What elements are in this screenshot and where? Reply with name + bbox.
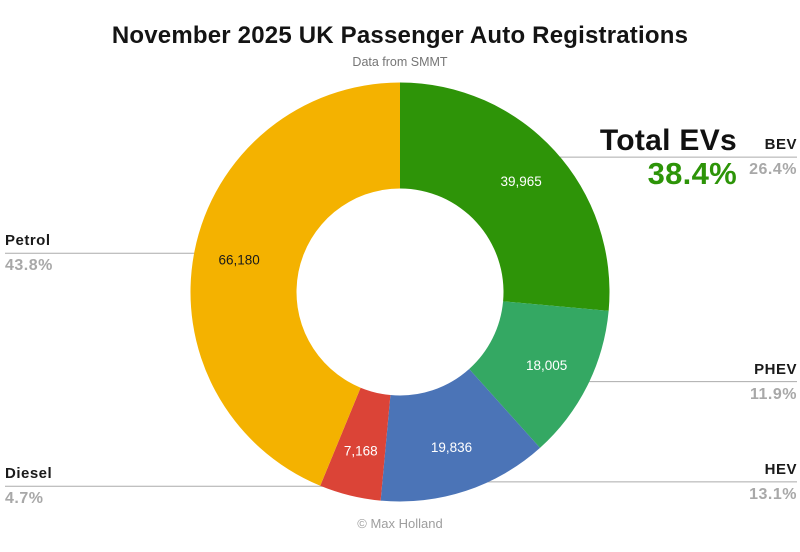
callout-label-diesel: Diesel [5, 465, 53, 482]
callout-percent-petrol: 43.8% [5, 257, 53, 274]
callout-percent-diesel: 4.7% [5, 490, 44, 507]
slice-diesel [320, 387, 391, 501]
total-evs-value: 38.4% [647, 156, 737, 191]
slice-value-hev: 19,836 [431, 440, 472, 455]
slice-petrol [190, 82, 400, 486]
chart-subtitle: Data from SMMT [352, 55, 448, 69]
slice-hev [380, 368, 540, 502]
slice-value-diesel: 7,168 [344, 444, 378, 459]
slice-value-labels: 39,965 18,005 19,836 7,168 66,180 [218, 174, 567, 459]
total-evs-label: Total EVs [599, 124, 737, 157]
callout-percent-bev: 26.4% [749, 161, 797, 178]
callout-label-petrol: Petrol [5, 232, 51, 249]
callout-label-hev: HEV [764, 461, 797, 478]
chart-title: November 2025 UK Passenger Auto Registra… [111, 22, 689, 49]
slice-phev [469, 301, 609, 448]
total-evs-callout: Total EVs 38.4% [599, 124, 737, 191]
callout-label-bev: BEV [764, 136, 797, 153]
callout-percent-hev: 13.1% [749, 486, 797, 503]
slice-value-phev: 18,005 [526, 358, 567, 373]
slice-bev [400, 82, 610, 311]
chart-footer-credit: © Max Holland [357, 516, 443, 531]
callout-percent-phev: 11.9% [750, 386, 797, 403]
donut-slices [190, 82, 610, 502]
slice-value-petrol: 66,180 [218, 253, 259, 268]
callout-label-phev: PHEV [754, 361, 797, 378]
slice-value-bev: 39,965 [500, 174, 541, 189]
